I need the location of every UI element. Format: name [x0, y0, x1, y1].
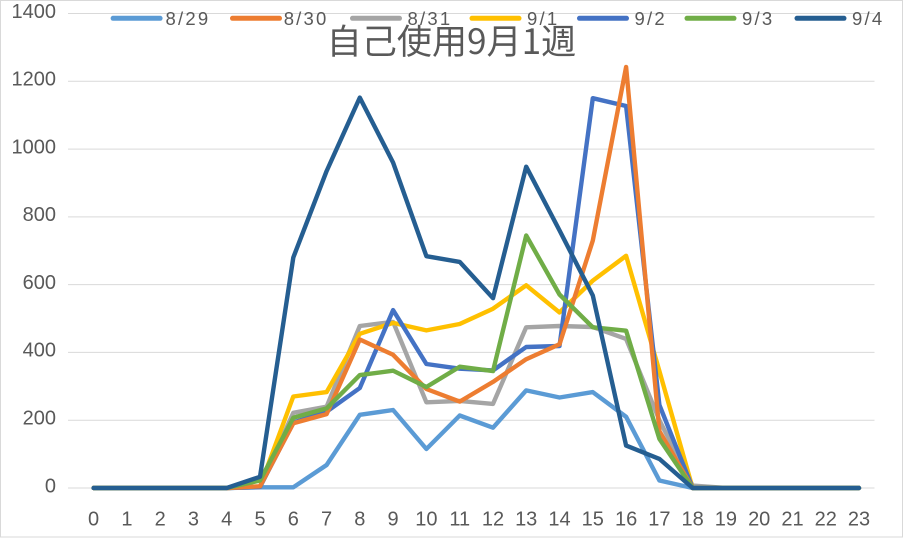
- svg-text:17: 17: [648, 509, 670, 531]
- svg-text:1000: 1000: [12, 136, 57, 158]
- svg-text:15: 15: [582, 509, 604, 531]
- svg-text:800: 800: [23, 204, 56, 226]
- svg-text:9/3: 9/3: [742, 8, 774, 29]
- svg-text:14: 14: [548, 509, 570, 531]
- svg-text:23: 23: [848, 509, 870, 531]
- svg-text:600: 600: [23, 272, 56, 294]
- svg-text:7: 7: [321, 509, 332, 531]
- svg-text:9/4: 9/4: [852, 8, 884, 29]
- svg-text:8/31: 8/31: [408, 8, 453, 29]
- svg-text:2: 2: [155, 509, 166, 531]
- svg-text:22: 22: [815, 509, 837, 531]
- svg-text:8: 8: [354, 509, 365, 531]
- svg-text:13: 13: [515, 509, 537, 531]
- svg-text:18: 18: [681, 509, 703, 531]
- svg-text:400: 400: [23, 340, 56, 362]
- svg-text:3: 3: [188, 509, 199, 531]
- svg-text:10: 10: [415, 509, 437, 531]
- svg-text:0: 0: [45, 475, 56, 497]
- svg-text:1200: 1200: [12, 69, 57, 91]
- svg-text:4: 4: [221, 509, 232, 531]
- svg-text:8/30: 8/30: [284, 8, 329, 29]
- svg-text:21: 21: [781, 509, 803, 531]
- svg-text:1400: 1400: [12, 1, 57, 23]
- svg-text:0: 0: [88, 509, 99, 531]
- svg-text:5: 5: [254, 509, 265, 531]
- svg-text:20: 20: [748, 509, 770, 531]
- svg-text:12: 12: [482, 509, 504, 531]
- svg-text:200: 200: [23, 408, 56, 430]
- svg-text:6: 6: [288, 509, 299, 531]
- svg-text:9/1: 9/1: [527, 8, 559, 29]
- svg-text:19: 19: [715, 509, 737, 531]
- svg-text:9: 9: [388, 509, 399, 531]
- svg-text:1: 1: [121, 509, 132, 531]
- svg-text:16: 16: [615, 509, 637, 531]
- svg-text:8/29: 8/29: [166, 8, 211, 29]
- svg-text:9/2: 9/2: [635, 8, 667, 29]
- svg-text:11: 11: [449, 509, 470, 531]
